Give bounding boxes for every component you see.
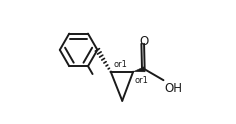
Text: or1: or1 bbox=[113, 60, 127, 69]
Text: OH: OH bbox=[165, 82, 183, 95]
Text: O: O bbox=[139, 35, 149, 48]
Polygon shape bbox=[133, 67, 145, 72]
Text: or1: or1 bbox=[134, 76, 148, 85]
